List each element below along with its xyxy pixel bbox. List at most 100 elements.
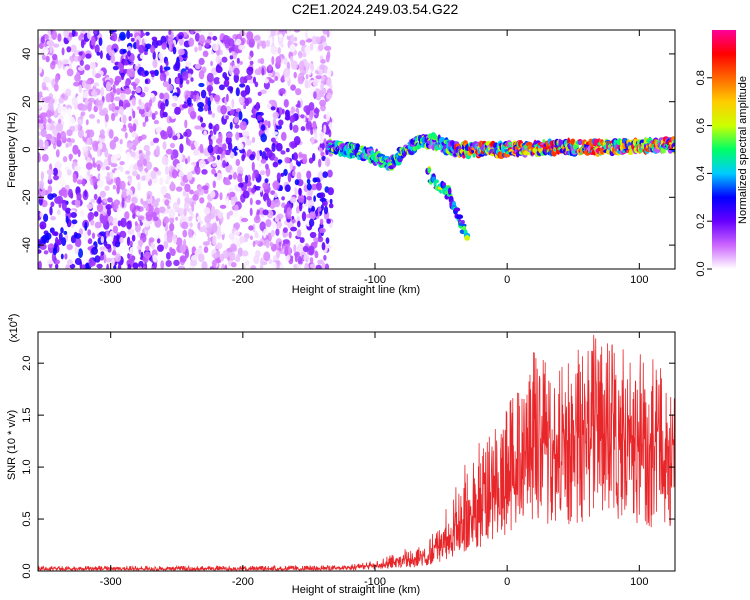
noise-cell xyxy=(239,83,246,88)
noise-cell xyxy=(45,55,50,63)
noise-cell xyxy=(98,99,104,107)
noise-cell xyxy=(326,67,332,77)
noise-cell xyxy=(230,200,235,206)
noise-cell xyxy=(131,234,136,242)
noise-cell xyxy=(119,63,124,74)
noise-cell xyxy=(45,133,53,140)
noise-cell xyxy=(234,124,240,129)
noise-cell xyxy=(312,78,319,87)
noise-cell xyxy=(123,60,129,66)
x-tick-label: -300 xyxy=(100,576,122,588)
noise-cell xyxy=(197,106,204,112)
noise-cell xyxy=(87,169,91,177)
noise-cell xyxy=(192,233,197,242)
noise-cell xyxy=(309,43,314,51)
noise-cell xyxy=(227,38,235,47)
noise-cell xyxy=(38,42,44,49)
noise-cell xyxy=(67,107,72,117)
noise-cell xyxy=(65,264,70,269)
noise-cell xyxy=(71,219,78,225)
noise-cell xyxy=(169,216,175,224)
noise-cell xyxy=(65,88,72,97)
noise-cell xyxy=(148,237,155,243)
noise-cell xyxy=(87,30,91,39)
noise-cell xyxy=(211,205,216,216)
noise-cell xyxy=(160,260,165,269)
noise-cell xyxy=(101,215,108,225)
noise-cell xyxy=(60,253,64,260)
noise-cell xyxy=(62,156,68,163)
noise-cell xyxy=(187,155,191,163)
noise-cell xyxy=(215,172,223,181)
noise-cell xyxy=(193,93,197,102)
noise-cell xyxy=(315,75,323,80)
noise-cell xyxy=(231,98,235,109)
noise-cell xyxy=(238,44,246,51)
noise-cell xyxy=(91,232,96,239)
noise-cell xyxy=(326,78,332,86)
noise-cell xyxy=(275,56,282,66)
noise-cell xyxy=(127,194,131,201)
noise-cell xyxy=(152,254,158,263)
noise-cell xyxy=(211,168,217,175)
noise-cell xyxy=(56,132,62,142)
noise-cell xyxy=(145,31,150,36)
noise-cell xyxy=(53,175,59,181)
noise-cell xyxy=(125,102,131,108)
noise-cell xyxy=(268,64,273,71)
noise-cell xyxy=(300,114,305,119)
noise-cell xyxy=(199,197,205,204)
noise-cell xyxy=(167,36,174,46)
noise-cell xyxy=(293,136,301,146)
noise-cell xyxy=(299,202,303,212)
noise-cell xyxy=(88,114,96,119)
signal-cell xyxy=(327,140,334,144)
noise-cell xyxy=(231,262,237,268)
noise-cell xyxy=(104,185,110,191)
noise-cell xyxy=(199,143,204,154)
noise-cell xyxy=(188,228,192,239)
signal-cell xyxy=(460,220,465,224)
noise-cell xyxy=(97,142,103,150)
noise-cell xyxy=(181,221,189,230)
noise-cell xyxy=(112,225,118,234)
noise-cell xyxy=(247,174,252,183)
noise-cell xyxy=(113,96,121,102)
noise-cell xyxy=(298,60,305,71)
noise-cell xyxy=(318,158,322,168)
noise-cell xyxy=(250,266,256,269)
noise-cell xyxy=(290,226,298,232)
noise-cell xyxy=(99,231,106,236)
noise-cell xyxy=(98,109,107,116)
noise-cell xyxy=(286,34,292,41)
noise-cell xyxy=(124,132,128,139)
noise-cell xyxy=(210,190,216,199)
noise-cell xyxy=(282,108,285,115)
noise-cell xyxy=(297,220,301,228)
noise-cell xyxy=(304,62,311,68)
noise-cell xyxy=(239,236,245,244)
noise-cell xyxy=(198,82,205,88)
colorbar: 0.0 0.2 0.4 0.6 0.8 Normalized spectral ampl… xyxy=(695,30,749,277)
noise-cell xyxy=(53,96,57,105)
noise-cell xyxy=(298,187,302,196)
noise-cell xyxy=(237,173,243,183)
noise-cell xyxy=(269,79,275,84)
noise-cell xyxy=(44,42,47,48)
noise-cell xyxy=(118,106,124,115)
noise-cell xyxy=(273,192,278,198)
noise-cell xyxy=(321,75,326,82)
noise-cell xyxy=(321,155,326,161)
noise-cell xyxy=(60,131,67,141)
noise-cell xyxy=(270,106,276,111)
noise-cell xyxy=(319,90,324,98)
noise-cell xyxy=(177,265,186,269)
noise-cell xyxy=(313,195,316,202)
signal-cell xyxy=(453,207,461,212)
noise-cell xyxy=(235,158,241,167)
noise-cell xyxy=(162,111,168,118)
noise-cell xyxy=(241,250,249,257)
noise-cell xyxy=(159,65,163,75)
noise-cell xyxy=(212,43,219,52)
noise-cell xyxy=(312,177,318,183)
